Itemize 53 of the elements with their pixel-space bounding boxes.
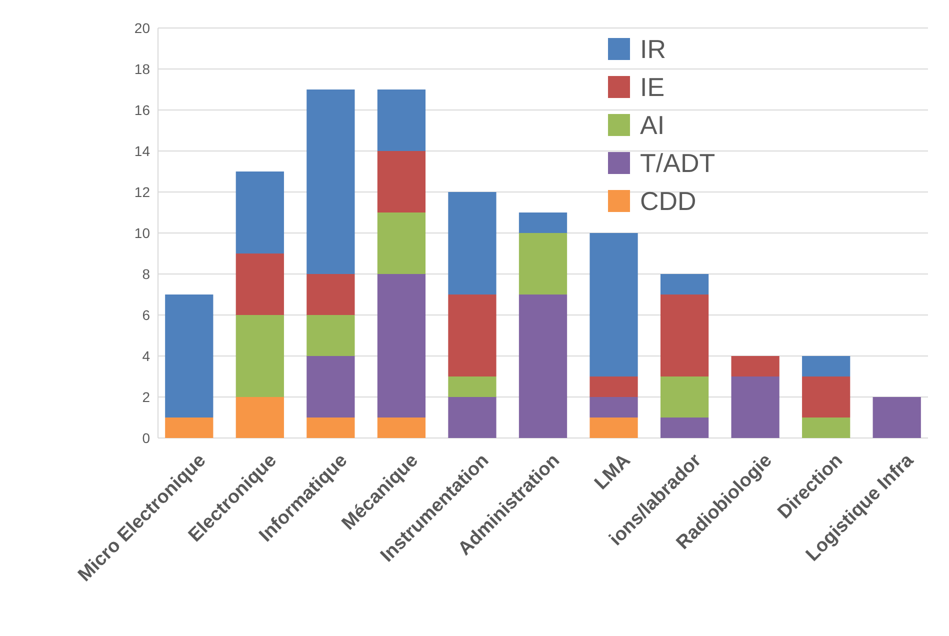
y-tick-label: 10 xyxy=(134,224,150,241)
bar xyxy=(731,376,780,438)
y-tick-label: 4 xyxy=(142,348,150,364)
legend-label: CDD xyxy=(640,186,696,216)
bar xyxy=(660,274,709,294)
bar xyxy=(236,254,284,315)
bar xyxy=(660,376,709,418)
bar xyxy=(660,294,709,376)
y-tick-label: 18 xyxy=(134,60,150,77)
y-tick-label: 2 xyxy=(142,388,150,405)
bar xyxy=(377,90,426,151)
bar xyxy=(590,418,638,438)
bar xyxy=(518,212,568,233)
bar xyxy=(660,418,709,438)
bar xyxy=(448,294,496,376)
bar xyxy=(590,233,638,376)
bar xyxy=(236,172,284,254)
y-tick-label: 14 xyxy=(134,142,150,159)
bar xyxy=(236,397,284,438)
y-tick-label: 8 xyxy=(142,266,150,282)
bar xyxy=(872,397,921,438)
bar xyxy=(306,356,355,418)
y-tick-label: 12 xyxy=(134,184,150,200)
y-tick-label: 6 xyxy=(142,306,150,323)
bar xyxy=(802,418,850,438)
bar xyxy=(448,192,496,294)
legend-label: T/ADT xyxy=(640,148,716,178)
bar xyxy=(802,356,850,376)
bar xyxy=(377,418,426,438)
bar xyxy=(306,315,355,356)
bar xyxy=(165,418,214,438)
bar xyxy=(377,212,426,274)
bar xyxy=(518,294,568,438)
bar xyxy=(306,418,355,438)
bar xyxy=(306,90,355,274)
legend-label: IR xyxy=(640,34,666,64)
bar xyxy=(802,376,850,418)
bar xyxy=(236,315,284,397)
bar xyxy=(448,397,496,438)
y-tick-label: 0 xyxy=(142,430,150,446)
bar xyxy=(590,397,638,418)
legend-label: IE xyxy=(640,72,665,102)
bar xyxy=(518,233,568,294)
bar xyxy=(306,274,355,315)
y-tick-label: 20 xyxy=(134,20,150,36)
bar xyxy=(165,294,214,418)
bar xyxy=(448,376,496,397)
bar xyxy=(731,356,780,376)
bar xyxy=(377,274,426,418)
y-tick-label: 16 xyxy=(134,102,150,118)
bar xyxy=(377,151,426,212)
bar xyxy=(590,376,638,397)
legend-label: AI xyxy=(640,110,665,140)
